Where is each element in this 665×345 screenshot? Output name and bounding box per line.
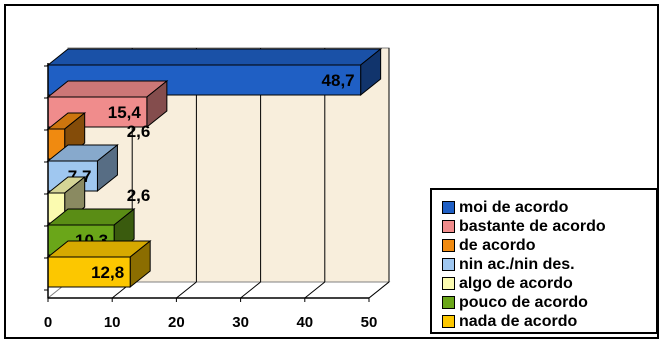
- data-label: 2,6: [127, 122, 151, 141]
- legend-swatch: [442, 201, 455, 214]
- legend-swatch: [442, 220, 455, 233]
- x-tick-label: 40: [296, 314, 313, 331]
- floor-gridline: [176, 281, 197, 299]
- bar-group: [46, 47, 383, 97]
- floor-gridline: [304, 281, 326, 299]
- bar-top: [46, 80, 169, 98]
- data-label: 12,8: [91, 263, 124, 282]
- legend-swatch: [442, 277, 455, 290]
- floor-gridline: [368, 281, 390, 299]
- legend-swatch: [442, 239, 455, 252]
- x-tick-label: 30: [232, 314, 249, 331]
- legend-label: nin ac./nin des.: [459, 256, 575, 273]
- legend-swatch: [442, 296, 455, 309]
- data-label: 15,4: [108, 103, 142, 122]
- data-label: 2,6: [127, 186, 151, 205]
- bar-group: [46, 79, 169, 129]
- legend-swatch: [442, 315, 455, 328]
- floor-gridline: [240, 281, 261, 299]
- x-tick-label: 50: [361, 314, 378, 331]
- data-label: 48,7: [322, 71, 355, 90]
- x-tick-label: 10: [104, 314, 121, 331]
- legend-item: pouco de acordo: [442, 293, 656, 312]
- legend-item: nada de acordo: [442, 312, 656, 331]
- x-tick-label: 20: [168, 314, 185, 331]
- legend: moi de acordo bastante de acordo de acordo…: [430, 188, 658, 334]
- legend-label: nada de acordo: [459, 313, 578, 330]
- legend-label: de acordo: [459, 237, 536, 254]
- legend-item: bastante de acordo: [442, 217, 656, 236]
- legend-label: bastante de acordo: [459, 218, 606, 235]
- legend-item: algo de acordo: [442, 274, 656, 293]
- legend-label: moi de acordo: [459, 199, 569, 216]
- legend-item: nin ac./nin des.: [442, 255, 656, 274]
- legend-item: de acordo: [442, 236, 656, 255]
- legend-item: moi de acordo: [442, 198, 656, 217]
- x-tick-label: 0: [44, 314, 52, 331]
- legend-label: pouco de acordo: [459, 294, 588, 311]
- legend-swatch: [442, 258, 455, 271]
- legend-label: algo de acordo: [459, 275, 573, 292]
- bar-top: [46, 48, 383, 66]
